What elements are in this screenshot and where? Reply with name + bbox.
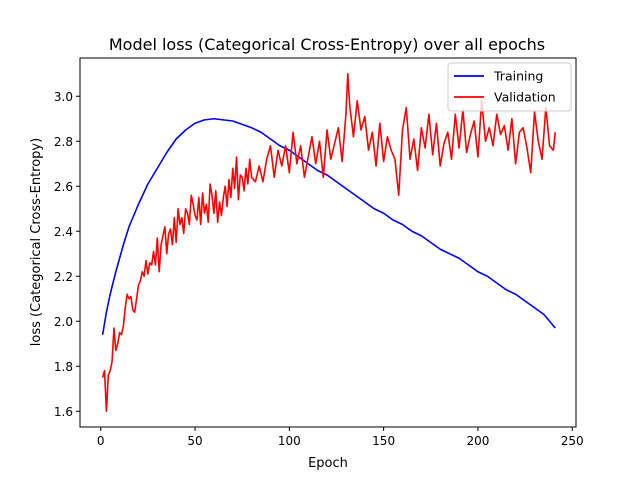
y-tick-label: 2.8 <box>54 135 73 149</box>
x-tick-label: 250 <box>561 434 584 448</box>
y-tick-label: 1.6 <box>54 405 73 419</box>
legend-label-validation: Validation <box>494 90 556 105</box>
legend-box <box>447 62 572 112</box>
y-axis: 1.6 1.8 2.0 2.2 2.4 2.6 2.8 3.0 <box>54 90 80 419</box>
y-tick-label: 2.4 <box>54 225 73 239</box>
y-tick-label: 1.8 <box>54 360 73 374</box>
y-axis-label: loss (Categorical Cross-Entropy) <box>29 138 44 346</box>
series-line-training <box>101 117 556 335</box>
legend: Training Validation <box>447 62 572 112</box>
x-axis-label: Epoch <box>308 456 348 471</box>
x-tick-label: 100 <box>278 434 301 448</box>
x-tick-label: 200 <box>466 434 489 448</box>
legend-label-training: Training <box>493 69 543 84</box>
x-tick-label: 0 <box>97 434 105 448</box>
y-tick-label: 2.0 <box>54 315 73 329</box>
y-tick-label: 3.0 <box>54 90 73 104</box>
y-tick-label: 2.6 <box>54 180 73 194</box>
x-tick-label: 50 <box>187 434 202 448</box>
x-tick-label: 150 <box>372 434 395 448</box>
chart-title: Model loss (Categorical Cross-Entropy) o… <box>109 35 545 54</box>
plot-area <box>101 72 557 413</box>
x-axis: 0 50 100 150 200 250 <box>97 427 584 448</box>
series-line-validation <box>101 72 557 413</box>
y-tick-label: 2.2 <box>54 270 73 284</box>
plot-frame <box>79 57 577 428</box>
